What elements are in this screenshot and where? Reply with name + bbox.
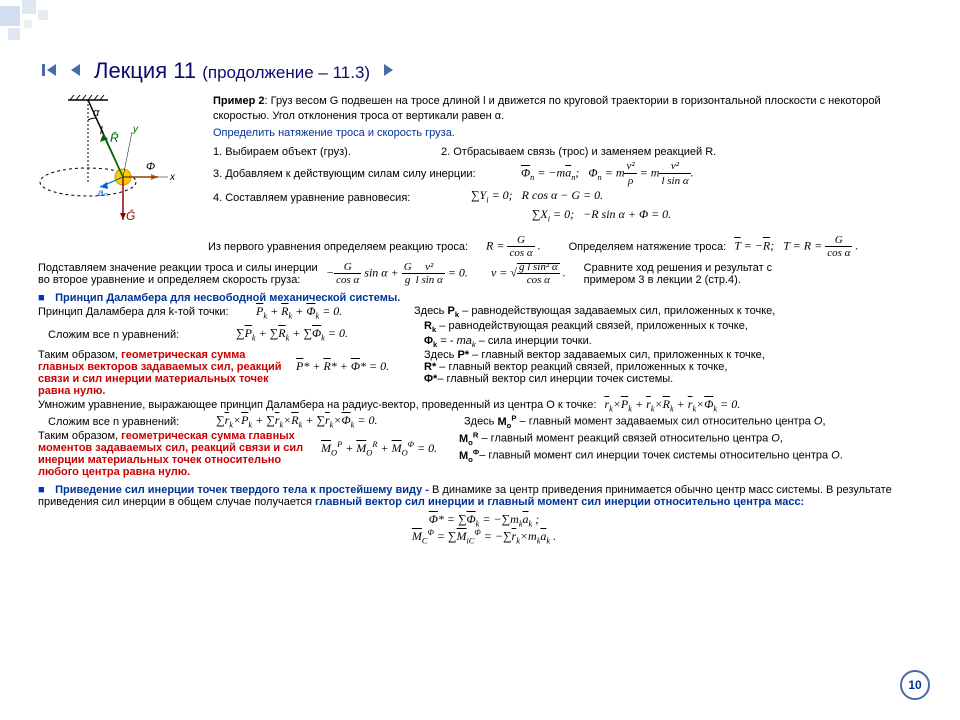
reduction-text: Приведение сил инерции точек твердого те… [38,484,892,508]
here-rstar: R* – главный вектор реакций связей, прил… [424,361,930,373]
eq-star: P* + R* + Φ* = 0. [296,349,416,374]
from-first-label: Из первого уравнения определяем реакцию … [38,241,478,253]
eq-moments: MOP + MOR + MOΦ = 0. [321,430,451,457]
nav-prev-icon[interactable] [68,62,84,81]
eq-k-point: Pk + Rk + Φk = 0. [256,304,406,320]
compare-note: Сравните ход решения и результат с приме… [584,262,784,286]
eq-velocity: v = √g l sin² αcos α . [491,261,566,286]
step-4: 4. Составляем уравнение равновесия: [213,191,463,205]
corner-decoration [0,0,80,60]
eq-reaction: R = Gcos α . [486,234,541,259]
substitute-label: Подставляем значение реакции троса и сил… [38,262,318,286]
example-label: Пример 2 [213,95,265,107]
here-rk: Rk – равнодействующая реакций связей, пр… [424,320,930,334]
svg-text:Φ: Φ [146,161,155,173]
eq-sum-cross: ∑rk×Pk + ∑rk×Rk + ∑rk×Φk = 0. [216,413,456,429]
page-number: 10 [900,670,930,700]
bullet-icon-2: ■ [38,484,52,496]
eq-tension: T = −R; T = R = Gcos α . [734,234,858,259]
step-3: 3. Добавляем к действующим силам силу ин… [213,167,513,181]
eq-balance-x: ∑Xi = 0; −R sin α + Φ = 0. [532,207,671,225]
eq-mc-phi: MCΦ = ∑MiCΦ = −∑rk×mkak . [38,528,930,545]
eq-sum-k: ∑Pk + ∑Rk + ∑Φk = 0. [236,326,416,342]
title-sub: продолжение – 11.3 [208,63,365,82]
eq-cross: rk×Pk + rk×Rk + rk×Φk = 0. [604,397,740,413]
title-main: Лекция 11 [94,58,196,83]
for-k-label: Принцип Даламбера для k-той точки: [38,306,248,318]
here-mor: MoR – главный момент реакций связей отно… [459,430,930,447]
pendulum-diagram: α l R̄ Ḡ Φ aₙ [38,92,203,232]
lecture-title: Лекция 11 (продолжение – 11.3) [94,58,370,84]
task-text: Определить натяжение троса и скорость гр… [213,126,930,141]
step-2: 2. Отбрасываем связь (трос) и заменяем р… [441,145,716,159]
here-pstar: Здесь P* – главный вектор задаваемых сил… [424,349,930,361]
sum-n-label-2: Сложим все n уравнений: [38,416,208,428]
svg-text:x: x [169,172,176,183]
problem-text: : Груз весом G подвешен на тросе длиной … [213,95,881,122]
nav-first-icon[interactable] [42,62,58,81]
thus-vectors: Таким образом, геометрическая сумма глав… [38,349,288,397]
eq-inertia: Φn = −man; Φn = mv²ρ = mv²l sin α. [521,159,694,189]
svg-text:y: y [132,124,139,135]
tension-label: Определяем натяжение троса: [569,241,727,253]
reduction-heading: Приведение сил инерции точек твердого те… [55,484,432,496]
svg-text:aₙ: aₙ [98,188,109,199]
eq-phi-star: Φ* = ∑Φk = −∑mkak ; [38,512,930,528]
sum-n-label: Сложим все n уравнений: [38,329,228,341]
svg-text:R̄: R̄ [110,131,119,145]
here-phistar: Φ*– главный вектор сил инерции точек сис… [424,373,930,385]
here-phik: Φk = - mak – сила инерции точки. [424,335,930,349]
eq-balance-y: ∑Yi = 0; R cos α − G = 0. [471,188,603,206]
thus-moments: Таким образом, геометрическая сумма глав… [38,430,313,478]
step-1: 1. Выбираем объект (груз). [213,145,433,159]
here-pk: Здесь Pk – равнодействующая задаваемых с… [414,305,930,319]
eq-substitute: −Gcos α sin α + Ggv²l sin α = 0. [326,261,468,286]
here-mophi: MoΦ– главный момент сил инерции точек си… [459,447,930,464]
nav-next-icon[interactable] [380,62,396,81]
dalembert-heading: Принцип Даламбера для несвободной механи… [55,292,400,304]
bullet-icon: ■ [38,292,52,304]
here-mop: Здесь MoP – главный момент задаваемых си… [464,413,930,430]
mult-label: Умножим уравнение, выражающее принцип Да… [38,399,596,411]
svg-text:Ḡ: Ḡ [126,209,135,223]
example-problem: Пример 2: Груз весом G подвешен на тросе… [213,94,930,124]
svg-text:α: α [93,107,100,119]
